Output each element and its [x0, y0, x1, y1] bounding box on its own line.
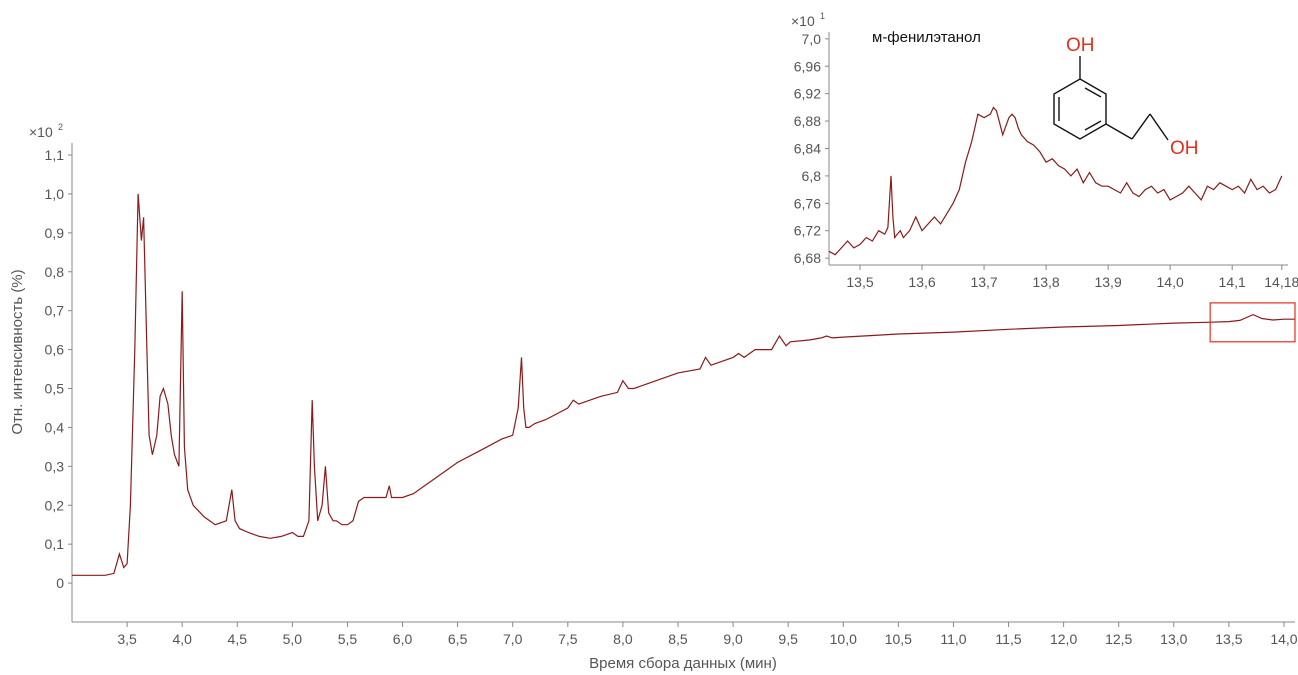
inset-x-tick-label: 14,18: [1264, 274, 1298, 290]
inset-y-tick-label: 6,8: [802, 168, 822, 184]
inset-y-tick-label: 6,96: [794, 58, 821, 74]
inset-x-tick-label: 13,9: [1094, 274, 1121, 290]
main-x-tick-label: 6,0: [393, 631, 413, 647]
main-y-tick-label: 0,7: [45, 303, 65, 319]
inset-y-tick-label: 6,76: [794, 195, 821, 211]
inset-y-tick-label: 6,92: [794, 86, 821, 102]
inset-x-tick-label: 14,1: [1219, 274, 1246, 290]
main-y-tick-label: 0,8: [45, 264, 65, 280]
alcohol-oh-label: OH: [1170, 138, 1199, 159]
main-y-tick-label: 0: [56, 575, 64, 591]
main-x-axis-label: Время сбора данных (мин): [589, 655, 777, 672]
main-x-tick-label: 5,0: [283, 631, 303, 647]
main-x-tick-label: 5,5: [338, 631, 358, 647]
main-x-tick-label: 10,5: [885, 631, 912, 647]
main-x-tick-label: 9,5: [778, 631, 798, 647]
main-y-tick-label: 1,1: [45, 147, 65, 163]
main-x-tick-label: 9,0: [723, 631, 743, 647]
inset-y-ticks: 6,68 6,72 6,76 6,8 6,84 6,88 6,92 6,96 7,0: [794, 31, 829, 266]
bond-ch2-oh: [1149, 113, 1169, 141]
main-y-multiplier: ×10 2: [29, 122, 63, 140]
zoom-highlight-box: [1209, 302, 1296, 343]
main-y-tick-label: 0,6: [45, 342, 65, 358]
main-x-tick-label: 8,0: [613, 631, 633, 647]
main-y-multiplier-base: ×10: [29, 124, 53, 140]
main-y-tick-label: 0,3: [45, 458, 65, 474]
ring-double-bond-1: [1084, 87, 1102, 98]
main-x-tick-label: 7,0: [503, 631, 523, 647]
inset-y-multiplier: ×10 1: [791, 11, 825, 29]
molecule-structure: [1053, 56, 1169, 141]
inset-chromatogram-trace: [828, 106, 1283, 256]
main-x-tick-label: 10,0: [830, 631, 857, 647]
compound-name: м-фенилэтанол: [872, 29, 981, 46]
inset-y-multiplier-base: ×10: [791, 13, 815, 29]
ring-double-bond-2: [1084, 120, 1102, 131]
main-y-tick-label: 0,1: [45, 536, 65, 552]
main-y-ticks: 0 0,1 0,2 0,3 0,4 0,5 0,6 0,7 0,8 0,9 1,0 1,1: [45, 147, 72, 591]
main-x-tick-label: 13,0: [1160, 631, 1187, 647]
main-x-tick-label: 8,5: [668, 631, 688, 647]
inset-x-tick-label: 13,6: [908, 274, 935, 290]
inset-chart: ×10 1 6,68 6,72 6,76 6,8 6,84 6,88 6,92 6,96 7,0…: [791, 11, 1298, 290]
main-x-tick-label: 6,5: [448, 631, 468, 647]
bond-ch2-ch2: [1131, 113, 1151, 140]
main-x-tick-label: 12,0: [1050, 631, 1077, 647]
inset-x-tick-label: 13,8: [1032, 274, 1059, 290]
main-y-tick-label: 0,2: [45, 497, 65, 513]
main-x-tick-label: 4,0: [172, 631, 192, 647]
benzene-ring: [1053, 78, 1107, 140]
main-x-tick-label: 11,5: [995, 631, 1021, 647]
inset-x-ticks: 13,5 13,6 13,7 13,8 13,9 14,0 14,1 14,18: [846, 265, 1298, 290]
main-x-tick-label: 14,0: [1270, 631, 1297, 647]
main-x-tick-label: 11,0: [940, 631, 966, 647]
inset-x-tick-label: 13,7: [970, 274, 997, 290]
main-x-tick-label: 3,5: [117, 631, 137, 647]
inset-y-multiplier-exp: 1: [820, 11, 825, 21]
main-x-tick-label: 7,5: [558, 631, 578, 647]
main-y-tick-label: 0,9: [45, 225, 65, 241]
main-x-tick-label: 13,5: [1215, 631, 1242, 647]
inset-x-tick-label: 13,5: [846, 274, 873, 290]
main-y-axis-label: Отн. интенсивность (%): [9, 269, 26, 434]
main-x-tick-label: 12,5: [1105, 631, 1132, 647]
inset-y-tick-label: 7,0: [802, 31, 822, 47]
main-y-tick-label: 0,4: [45, 419, 65, 435]
inset-x-tick-label: 14,0: [1157, 274, 1184, 290]
inset-y-tick-label: 6,72: [794, 223, 821, 239]
phenol-oh-label: OH: [1066, 35, 1095, 56]
main-y-multiplier-exp: 2: [58, 122, 63, 132]
main-y-tick-label: 0,5: [45, 381, 65, 397]
main-y-tick-label: 1,0: [45, 186, 65, 202]
inset-y-tick-label: 6,84: [794, 141, 821, 157]
main-chromatogram-trace: [72, 193, 1295, 576]
inset-y-tick-label: 6,68: [794, 250, 821, 266]
main-x-tick-label: 4,5: [228, 631, 248, 647]
main-chart: ×10 2 Отн. интенсивность (%) Время сбора…: [9, 122, 1298, 672]
main-x-ticks: 3,5 4,0 4,5 5,0 5,5 6,0 6,5 7,0 7,5 8,0 8,5 9,0 9,5 1…: [117, 622, 1298, 647]
inset-y-tick-label: 6,88: [794, 113, 821, 129]
bond-ring-ch2: [1105, 123, 1133, 140]
